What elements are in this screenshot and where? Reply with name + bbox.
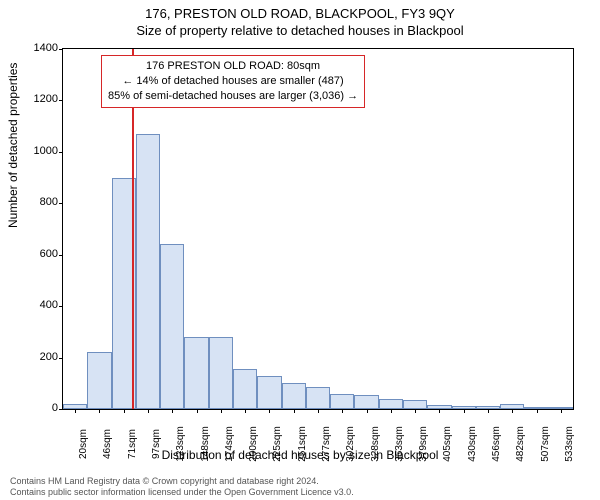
x-tick: [124, 409, 125, 413]
info-line-3: 85% of semi-detached houses are larger (…: [108, 89, 358, 104]
histogram-bar: [257, 376, 281, 409]
x-tick-label: 430sqm: [467, 426, 478, 462]
plot-area: 176 PRESTON OLD ROAD: 80sqm ← 14% of det…: [62, 48, 574, 410]
x-tick-label: 174sqm: [224, 426, 235, 462]
chart-subtitle: Size of property relative to detached ho…: [0, 21, 600, 38]
histogram-bar: [160, 244, 184, 409]
y-tick: [59, 203, 63, 204]
x-tick-label: 379sqm: [418, 426, 429, 462]
x-tick: [367, 409, 368, 413]
y-tick-label: 1400: [18, 42, 58, 54]
histogram-bar: [233, 369, 257, 409]
x-tick-label: 533sqm: [564, 426, 575, 462]
figure-container: 176, PRESTON OLD ROAD, BLACKPOOL, FY3 9Q…: [0, 0, 600, 500]
histogram-bar: [330, 394, 354, 409]
x-tick-label: 97sqm: [151, 429, 162, 459]
histogram-bar: [403, 400, 427, 409]
x-tick: [148, 409, 149, 413]
x-tick-label: 302sqm: [345, 426, 356, 462]
y-tick: [59, 306, 63, 307]
y-tick: [59, 409, 63, 410]
x-tick-label: 225sqm: [272, 426, 283, 462]
histogram-bar: [136, 134, 160, 409]
x-tick: [561, 409, 562, 413]
x-tick: [75, 409, 76, 413]
x-tick: [197, 409, 198, 413]
footer-line-1: Contains HM Land Registry data © Crown c…: [10, 476, 354, 487]
info-box: 176 PRESTON OLD ROAD: 80sqm ← 14% of det…: [101, 55, 365, 108]
y-tick: [59, 49, 63, 50]
x-tick-label: 251sqm: [297, 426, 308, 462]
x-tick: [391, 409, 392, 413]
y-tick-label: 1200: [18, 93, 58, 105]
x-tick: [464, 409, 465, 413]
y-tick-label: 0: [18, 402, 58, 414]
x-tick: [342, 409, 343, 413]
footer-line-2: Contains public sector information licen…: [10, 487, 354, 498]
y-tick-label: 800: [18, 196, 58, 208]
x-tick-label: 507sqm: [540, 426, 551, 462]
x-tick-label: 353sqm: [394, 426, 405, 462]
info-line-2: ← 14% of detached houses are smaller (48…: [108, 74, 358, 89]
histogram-bar: [209, 337, 233, 409]
x-tick: [512, 409, 513, 413]
x-tick: [294, 409, 295, 413]
y-tick: [59, 100, 63, 101]
x-tick: [269, 409, 270, 413]
histogram-bar: [354, 395, 378, 409]
y-tick-label: 1000: [18, 145, 58, 157]
x-tick: [172, 409, 173, 413]
x-tick-label: 482sqm: [515, 426, 526, 462]
y-tick: [59, 358, 63, 359]
x-tick-label: 200sqm: [248, 426, 259, 462]
y-tick-label: 400: [18, 299, 58, 311]
y-tick: [59, 152, 63, 153]
x-tick: [318, 409, 319, 413]
footer-text: Contains HM Land Registry data © Crown c…: [10, 476, 354, 498]
y-tick: [59, 255, 63, 256]
histogram-bar: [282, 383, 306, 409]
y-tick-label: 600: [18, 248, 58, 260]
x-tick: [537, 409, 538, 413]
x-tick-label: 46sqm: [102, 429, 113, 459]
x-tick: [488, 409, 489, 413]
x-tick: [415, 409, 416, 413]
x-tick-label: 20sqm: [78, 429, 89, 459]
x-tick-label: 328sqm: [370, 426, 381, 462]
x-tick-label: 405sqm: [442, 426, 453, 462]
x-tick-label: 148sqm: [200, 426, 211, 462]
histogram-bar: [379, 399, 403, 409]
histogram-bar: [87, 352, 111, 409]
x-tick-label: 123sqm: [175, 426, 186, 462]
info-line-1: 176 PRESTON OLD ROAD: 80sqm: [108, 59, 358, 74]
histogram-bar: [306, 387, 330, 409]
y-tick-label: 200: [18, 351, 58, 363]
x-tick-label: 71sqm: [127, 429, 138, 459]
x-tick: [221, 409, 222, 413]
x-tick-label: 277sqm: [321, 426, 332, 462]
x-tick: [245, 409, 246, 413]
x-tick: [439, 409, 440, 413]
x-tick: [99, 409, 100, 413]
chart-title: 176, PRESTON OLD ROAD, BLACKPOOL, FY3 9Q…: [0, 0, 600, 21]
histogram-bar: [184, 337, 208, 409]
x-tick-label: 456sqm: [491, 426, 502, 462]
